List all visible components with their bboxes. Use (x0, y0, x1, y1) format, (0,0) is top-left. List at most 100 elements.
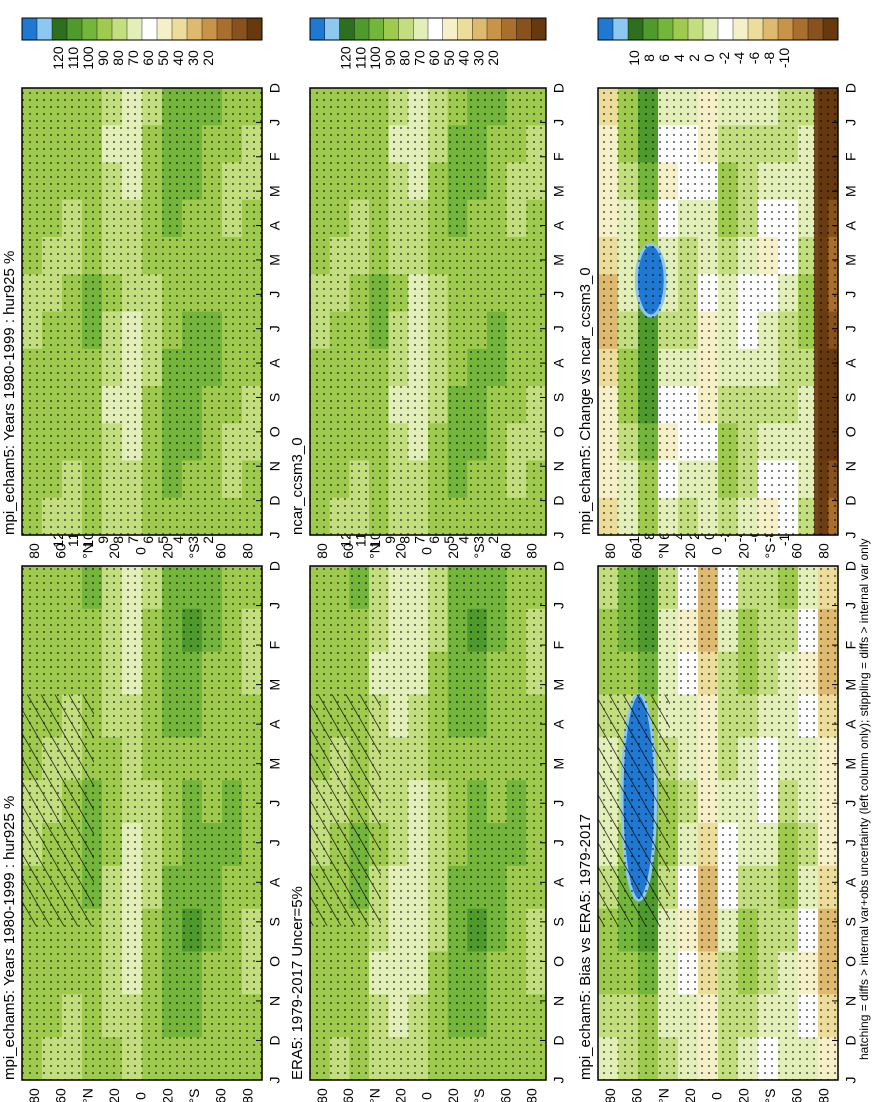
month-tick-label: J (843, 839, 859, 846)
month-tick-label: M (267, 254, 283, 266)
lat-tick-label: 0 (709, 1092, 725, 1100)
colorbar-swatch (51, 17, 68, 41)
lat-tick-label: 20 (445, 543, 461, 559)
colorbar-frame (309, 17, 547, 41)
colorbar-swatch (126, 17, 143, 41)
lat-tick-label: 0 (419, 1092, 435, 1100)
panel-title: mpi_echam5: Change vs ncar_ccsm3_0 (577, 267, 594, 535)
lat-tick-label: °S (186, 1089, 202, 1102)
lat-tick-label: 80 (602, 543, 618, 559)
colorbar-swatch (687, 17, 704, 41)
colorbar-swatch (531, 17, 547, 41)
lat-tick-label: °N (79, 543, 95, 559)
month-tick-label: M (843, 185, 859, 197)
month-tick-label: M (267, 679, 283, 691)
colorbar-swatch (413, 17, 429, 41)
panel-p_mod_left: D J F M A M J J A S O N D J 80 60 °N 20 0 20 °S 60 80 mpi_echam… (1, 495, 283, 1102)
colorbar-label: 110 (352, 47, 368, 70)
month-tick-label: J (843, 291, 859, 298)
colorbar-label: 2 (686, 54, 702, 62)
plot-frame (21, 87, 263, 536)
month-tick-label: D (551, 496, 567, 506)
month-tick-label: A (843, 220, 859, 230)
colorbar-swatch (612, 17, 629, 41)
colorbar-swatch (717, 17, 734, 41)
month-tick-label: D (267, 561, 283, 571)
colorbar-swatch (762, 17, 779, 41)
lat-tick-label: 60 (629, 543, 645, 559)
colorbar-swatch (501, 17, 518, 41)
month-tick-label: S (267, 917, 283, 926)
colorbar-label: 6 (656, 532, 672, 540)
month-tick-label: M (843, 679, 859, 691)
colorbar-swatch (309, 17, 326, 41)
lat-tick-label: 60 (213, 543, 229, 559)
lat-tick-label: 20 (392, 1088, 408, 1102)
month-tick-label: J (267, 839, 283, 846)
colorbar-label: 4 (671, 532, 687, 540)
panel-title: mpi_echam5: Years 1980-1999 : hur925 % (1, 796, 18, 1080)
month-tick-label: O (267, 956, 283, 967)
colorbar-swatch (201, 17, 218, 41)
month-tick-label: N (843, 996, 859, 1006)
month-tick-label: F (843, 152, 859, 161)
month-tick-label: J (267, 119, 283, 126)
colorbar-label: -2 (716, 52, 732, 65)
colorbar-swatch (627, 17, 644, 41)
lat-tick-label: °S (471, 1089, 487, 1102)
lat-tick-label: 80 (314, 543, 330, 559)
lat-tick-label: 80 (26, 1088, 42, 1102)
colorbar-label: 0 (701, 54, 717, 62)
colorbar-label: -8 (761, 52, 777, 65)
month-tick-label: F (843, 641, 859, 650)
lat-tick-label: 60 (789, 1088, 805, 1102)
month-tick-label: N (551, 461, 567, 471)
panel-p_ncar: D J F M A M J J A S O N D J 80 60 °N 20 0 20 °S 60 80 ncar_ccsm… (289, 17, 567, 559)
month-tick-label: J (551, 800, 567, 807)
month-tick-label: J (267, 602, 283, 609)
lat-tick-label: 60 (213, 1088, 229, 1102)
month-tick-label: F (551, 152, 567, 161)
panel-p_obs: D J F M A M J J A S O N D J 80 60 °N 20 0 20 °S 60 80 ERA5: 197… (289, 495, 567, 1102)
colorbar-label: 30 (185, 50, 201, 66)
month-tick-label: A (267, 358, 283, 368)
colorbar-label: 90 (95, 50, 111, 66)
lat-tick-label: 20 (682, 1088, 698, 1102)
month-tick-label: A (551, 877, 567, 887)
month-tick-label: D (551, 83, 567, 93)
month-tick-label: N (267, 996, 283, 1006)
month-tick-label: J (267, 800, 283, 807)
colorbar-swatch (231, 17, 248, 41)
month-tick-label: A (551, 358, 567, 368)
lat-tick-label: 80 (524, 543, 540, 559)
colorbar-swatch (672, 17, 689, 41)
lat-tick-label: 80 (239, 1088, 255, 1102)
colorbar-swatch (807, 17, 824, 41)
month-tick-label: M (551, 254, 567, 266)
lat-tick-label: 0 (709, 547, 725, 555)
lat-tick-label: 20 (106, 1088, 122, 1102)
month-tick-label: M (267, 185, 283, 197)
colorbar-swatch (732, 17, 749, 41)
month-tick-label: A (267, 719, 283, 729)
colorbar-swatch (36, 17, 53, 41)
month-tick-label: S (267, 393, 283, 402)
lat-tick-label: 60 (497, 543, 513, 559)
lat-tick-label: 60 (497, 1088, 513, 1102)
colorbar-label: 60 (426, 50, 442, 66)
month-tick-label: A (843, 358, 859, 368)
month-tick-label: J (551, 602, 567, 609)
colorbar-label: 50 (155, 50, 171, 66)
colorbar-swatch (339, 17, 355, 41)
lat-tick-label: 80 (524, 1088, 540, 1102)
lat-tick-label: 80 (602, 1088, 618, 1102)
month-tick-label: N (551, 996, 567, 1006)
month-tick-label: D (551, 561, 567, 571)
colorbar-swatch (472, 17, 488, 41)
colorbar-label: 100 (80, 46, 96, 70)
lat-tick-label: 60 (340, 1088, 356, 1102)
colorbar-swatch (156, 17, 173, 41)
month-tick-label: A (843, 877, 859, 887)
colorbar-label: 30 (470, 50, 486, 66)
